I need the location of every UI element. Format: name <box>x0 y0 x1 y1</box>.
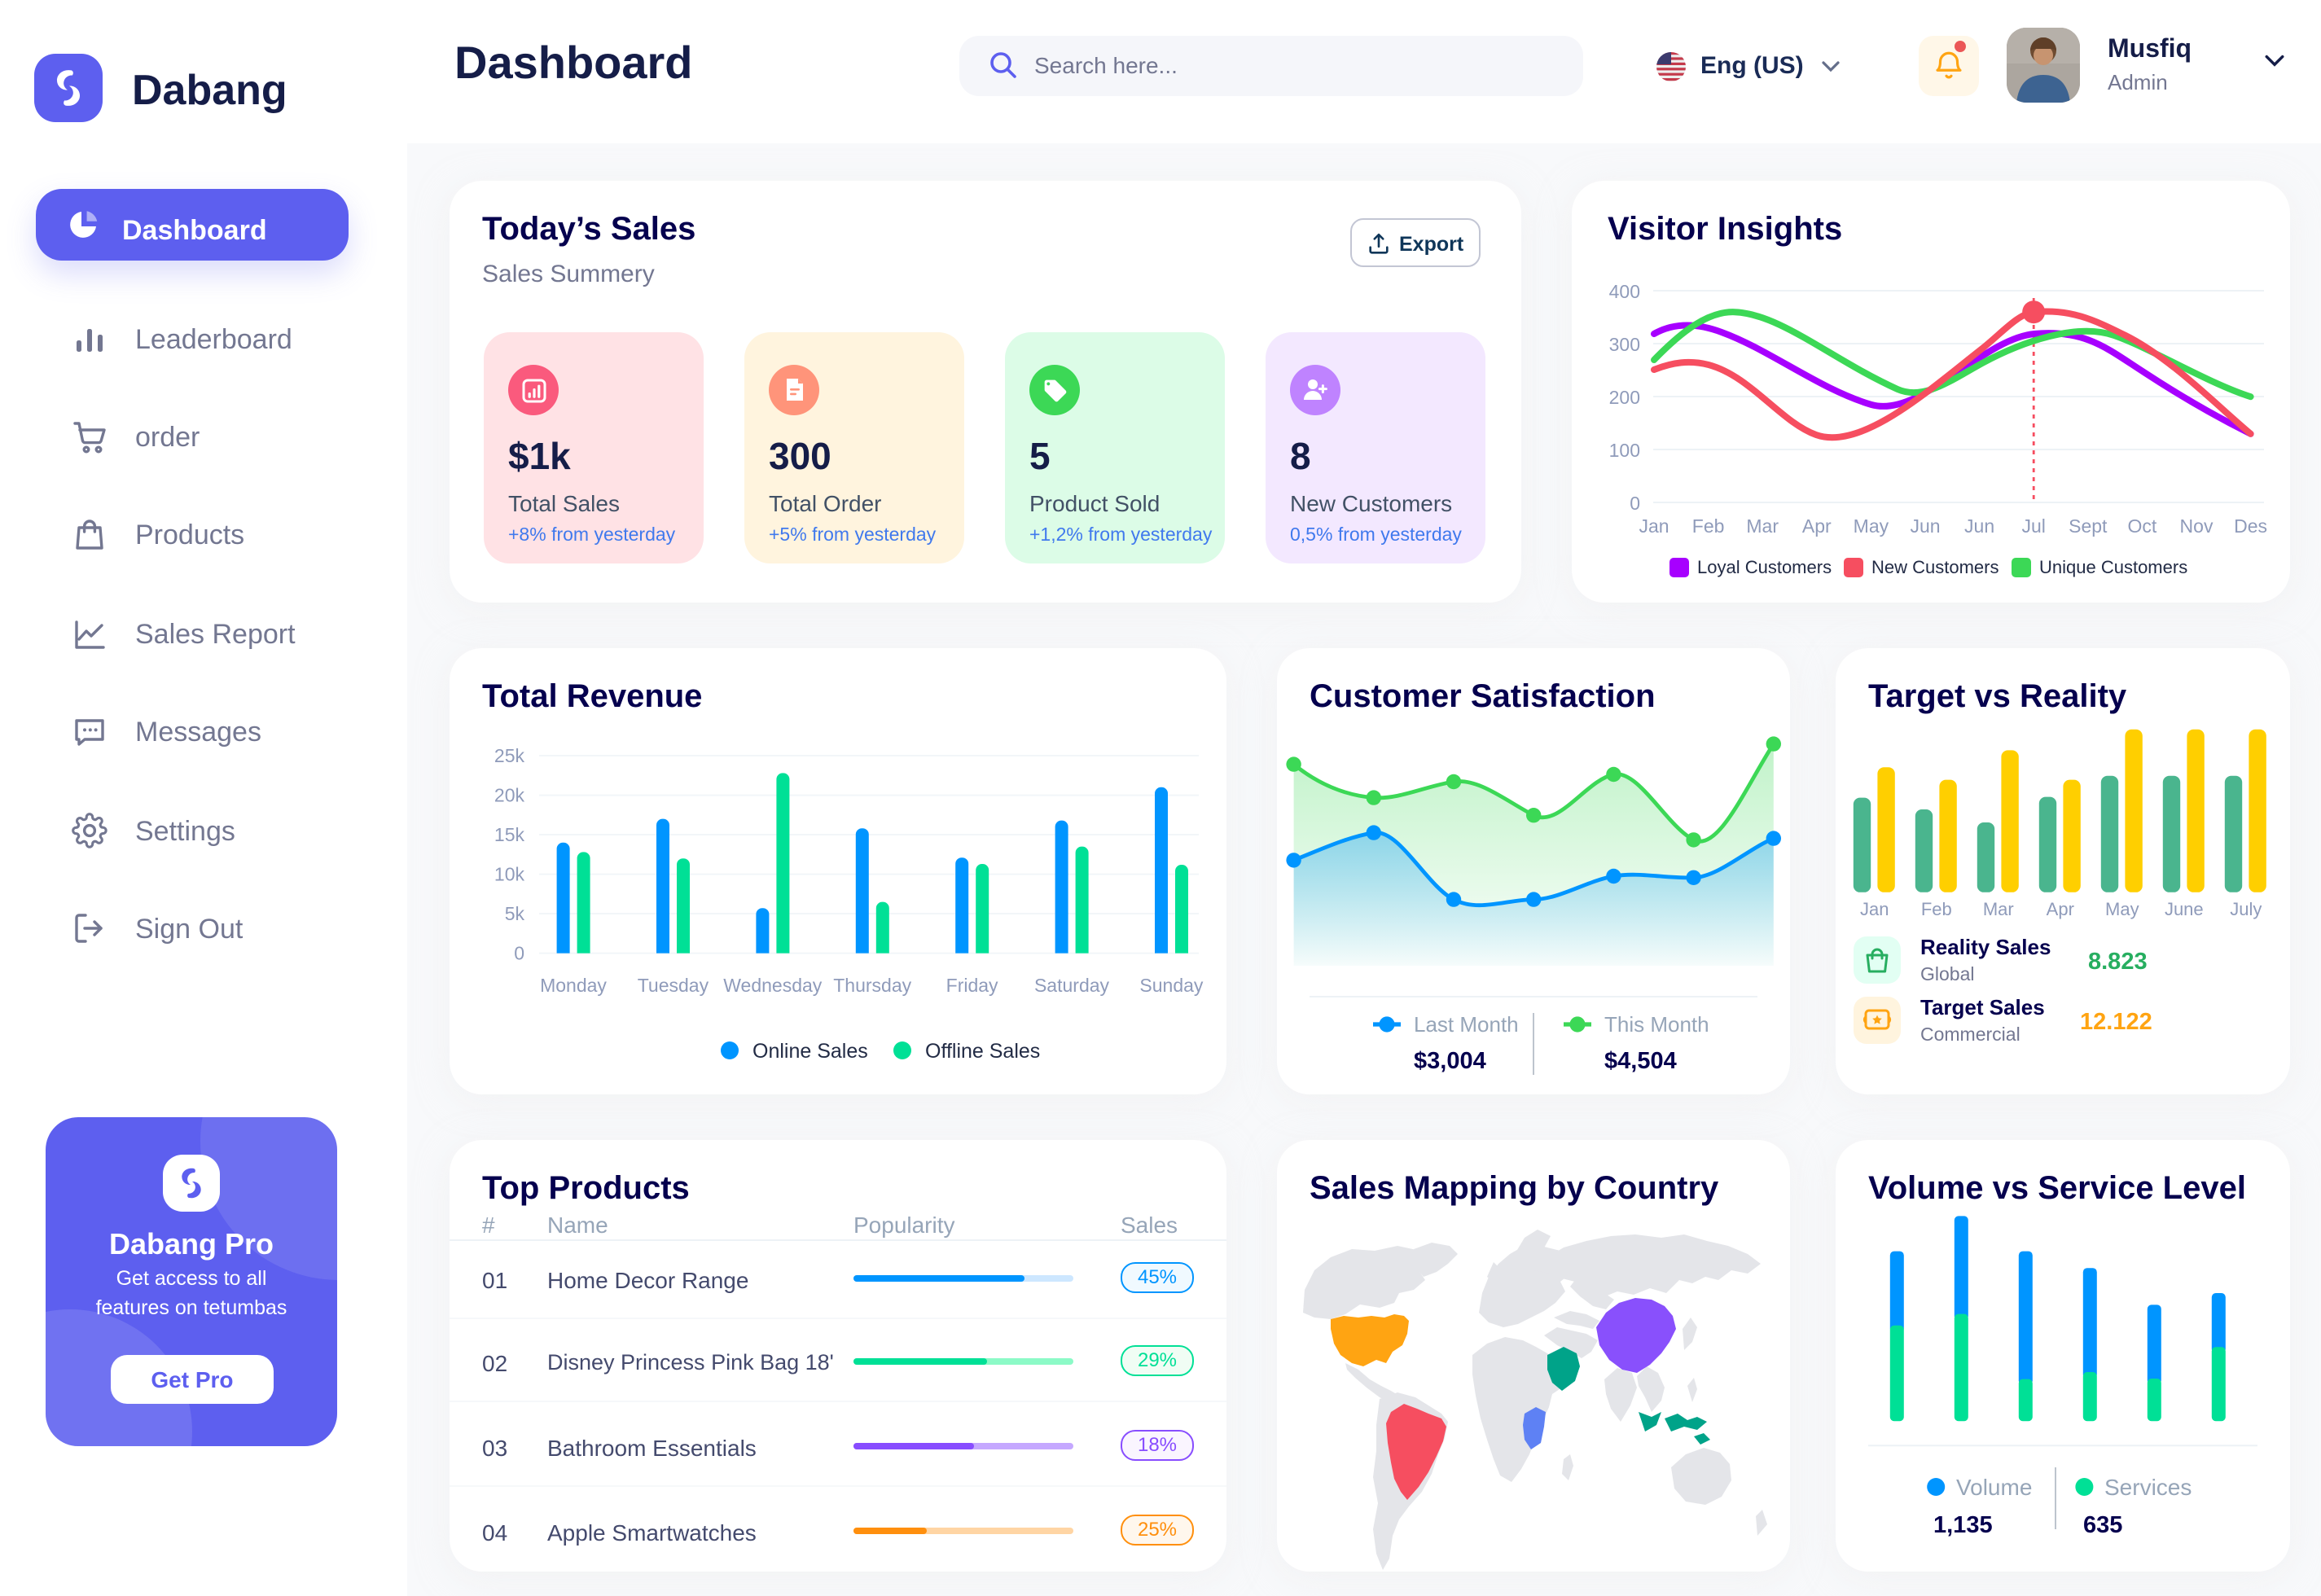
svg-text:Sept: Sept <box>2069 515 2108 537</box>
svg-text:Nov: Nov <box>2180 515 2214 537</box>
svg-text:Saturday: Saturday <box>1034 975 1110 996</box>
svg-text:Feb: Feb <box>1921 899 1952 919</box>
svg-text:$4,504: $4,504 <box>1604 1048 1677 1074</box>
svg-text:5k: 5k <box>505 903 525 924</box>
svg-text:Des: Des <box>2234 515 2267 537</box>
svg-text:Sunday: Sunday <box>1139 975 1204 996</box>
svg-text:Commercial: Commercial <box>1920 1024 2020 1045</box>
svg-text:New Customers: New Customers <box>1871 557 1999 577</box>
svg-text:June: June <box>2165 899 2204 919</box>
svg-text:Apr: Apr <box>2047 899 2074 919</box>
svg-text:25k: 25k <box>494 745 525 766</box>
svg-text:Monday: Monday <box>540 975 607 996</box>
svg-text:Wednesday: Wednesday <box>723 975 823 996</box>
svg-text:Oct: Oct <box>2128 515 2157 537</box>
svg-text:Loyal Customers: Loyal Customers <box>1697 557 1832 577</box>
svg-text:Online Sales: Online Sales <box>752 1040 868 1063</box>
svg-text:Offline Sales: Offline Sales <box>925 1040 1040 1063</box>
svg-text:Global: Global <box>1920 963 1974 984</box>
svg-text:200: 200 <box>1609 387 1640 408</box>
svg-text:Apr: Apr <box>1802 515 1832 537</box>
svg-text:Friday: Friday <box>946 975 998 996</box>
svg-text:635: 635 <box>2083 1512 2122 1538</box>
svg-text:12.122: 12.122 <box>2080 1009 2152 1035</box>
svg-text:May: May <box>2105 899 2139 919</box>
svg-text:10k: 10k <box>494 864 525 885</box>
svg-text:0: 0 <box>514 943 524 964</box>
svg-text:Feb: Feb <box>1692 515 1725 537</box>
svg-text:Jun: Jun <box>1964 515 1994 537</box>
svg-text:300: 300 <box>1609 334 1640 355</box>
svg-text:20k: 20k <box>494 785 525 806</box>
svg-text:15k: 15k <box>494 824 525 845</box>
svg-text:Jul: Jul <box>2021 515 2045 537</box>
svg-text:Target Sales: Target Sales <box>1920 995 2045 1019</box>
svg-text:This Month: This Month <box>1604 1012 1709 1037</box>
svg-text:Reality Sales: Reality Sales <box>1920 935 2051 959</box>
svg-text:8.823: 8.823 <box>2088 949 2148 975</box>
svg-text:Volume: Volume <box>1956 1475 2032 1500</box>
svg-text:Services: Services <box>2104 1475 2192 1500</box>
svg-text:Tuesday: Tuesday <box>638 975 709 996</box>
svg-text:July: July <box>2230 899 2262 919</box>
svg-text:$3,004: $3,004 <box>1414 1048 1486 1074</box>
svg-text:1,135: 1,135 <box>1933 1512 1993 1538</box>
svg-text:Jan: Jan <box>1860 899 1889 919</box>
svg-text:Mar: Mar <box>1983 899 2014 919</box>
svg-text:Unique Customers: Unique Customers <box>2039 557 2187 577</box>
svg-text:0: 0 <box>1630 493 1640 514</box>
svg-text:Jan: Jan <box>1639 515 1669 537</box>
svg-text:Thursday: Thursday <box>833 975 911 996</box>
svg-text:Last Month: Last Month <box>1414 1012 1519 1037</box>
svg-text:May: May <box>1854 515 1889 537</box>
svg-text:400: 400 <box>1609 281 1640 302</box>
svg-text:100: 100 <box>1609 440 1640 461</box>
svg-text:Mar: Mar <box>1746 515 1779 537</box>
svg-text:Jun: Jun <box>1910 515 1940 537</box>
